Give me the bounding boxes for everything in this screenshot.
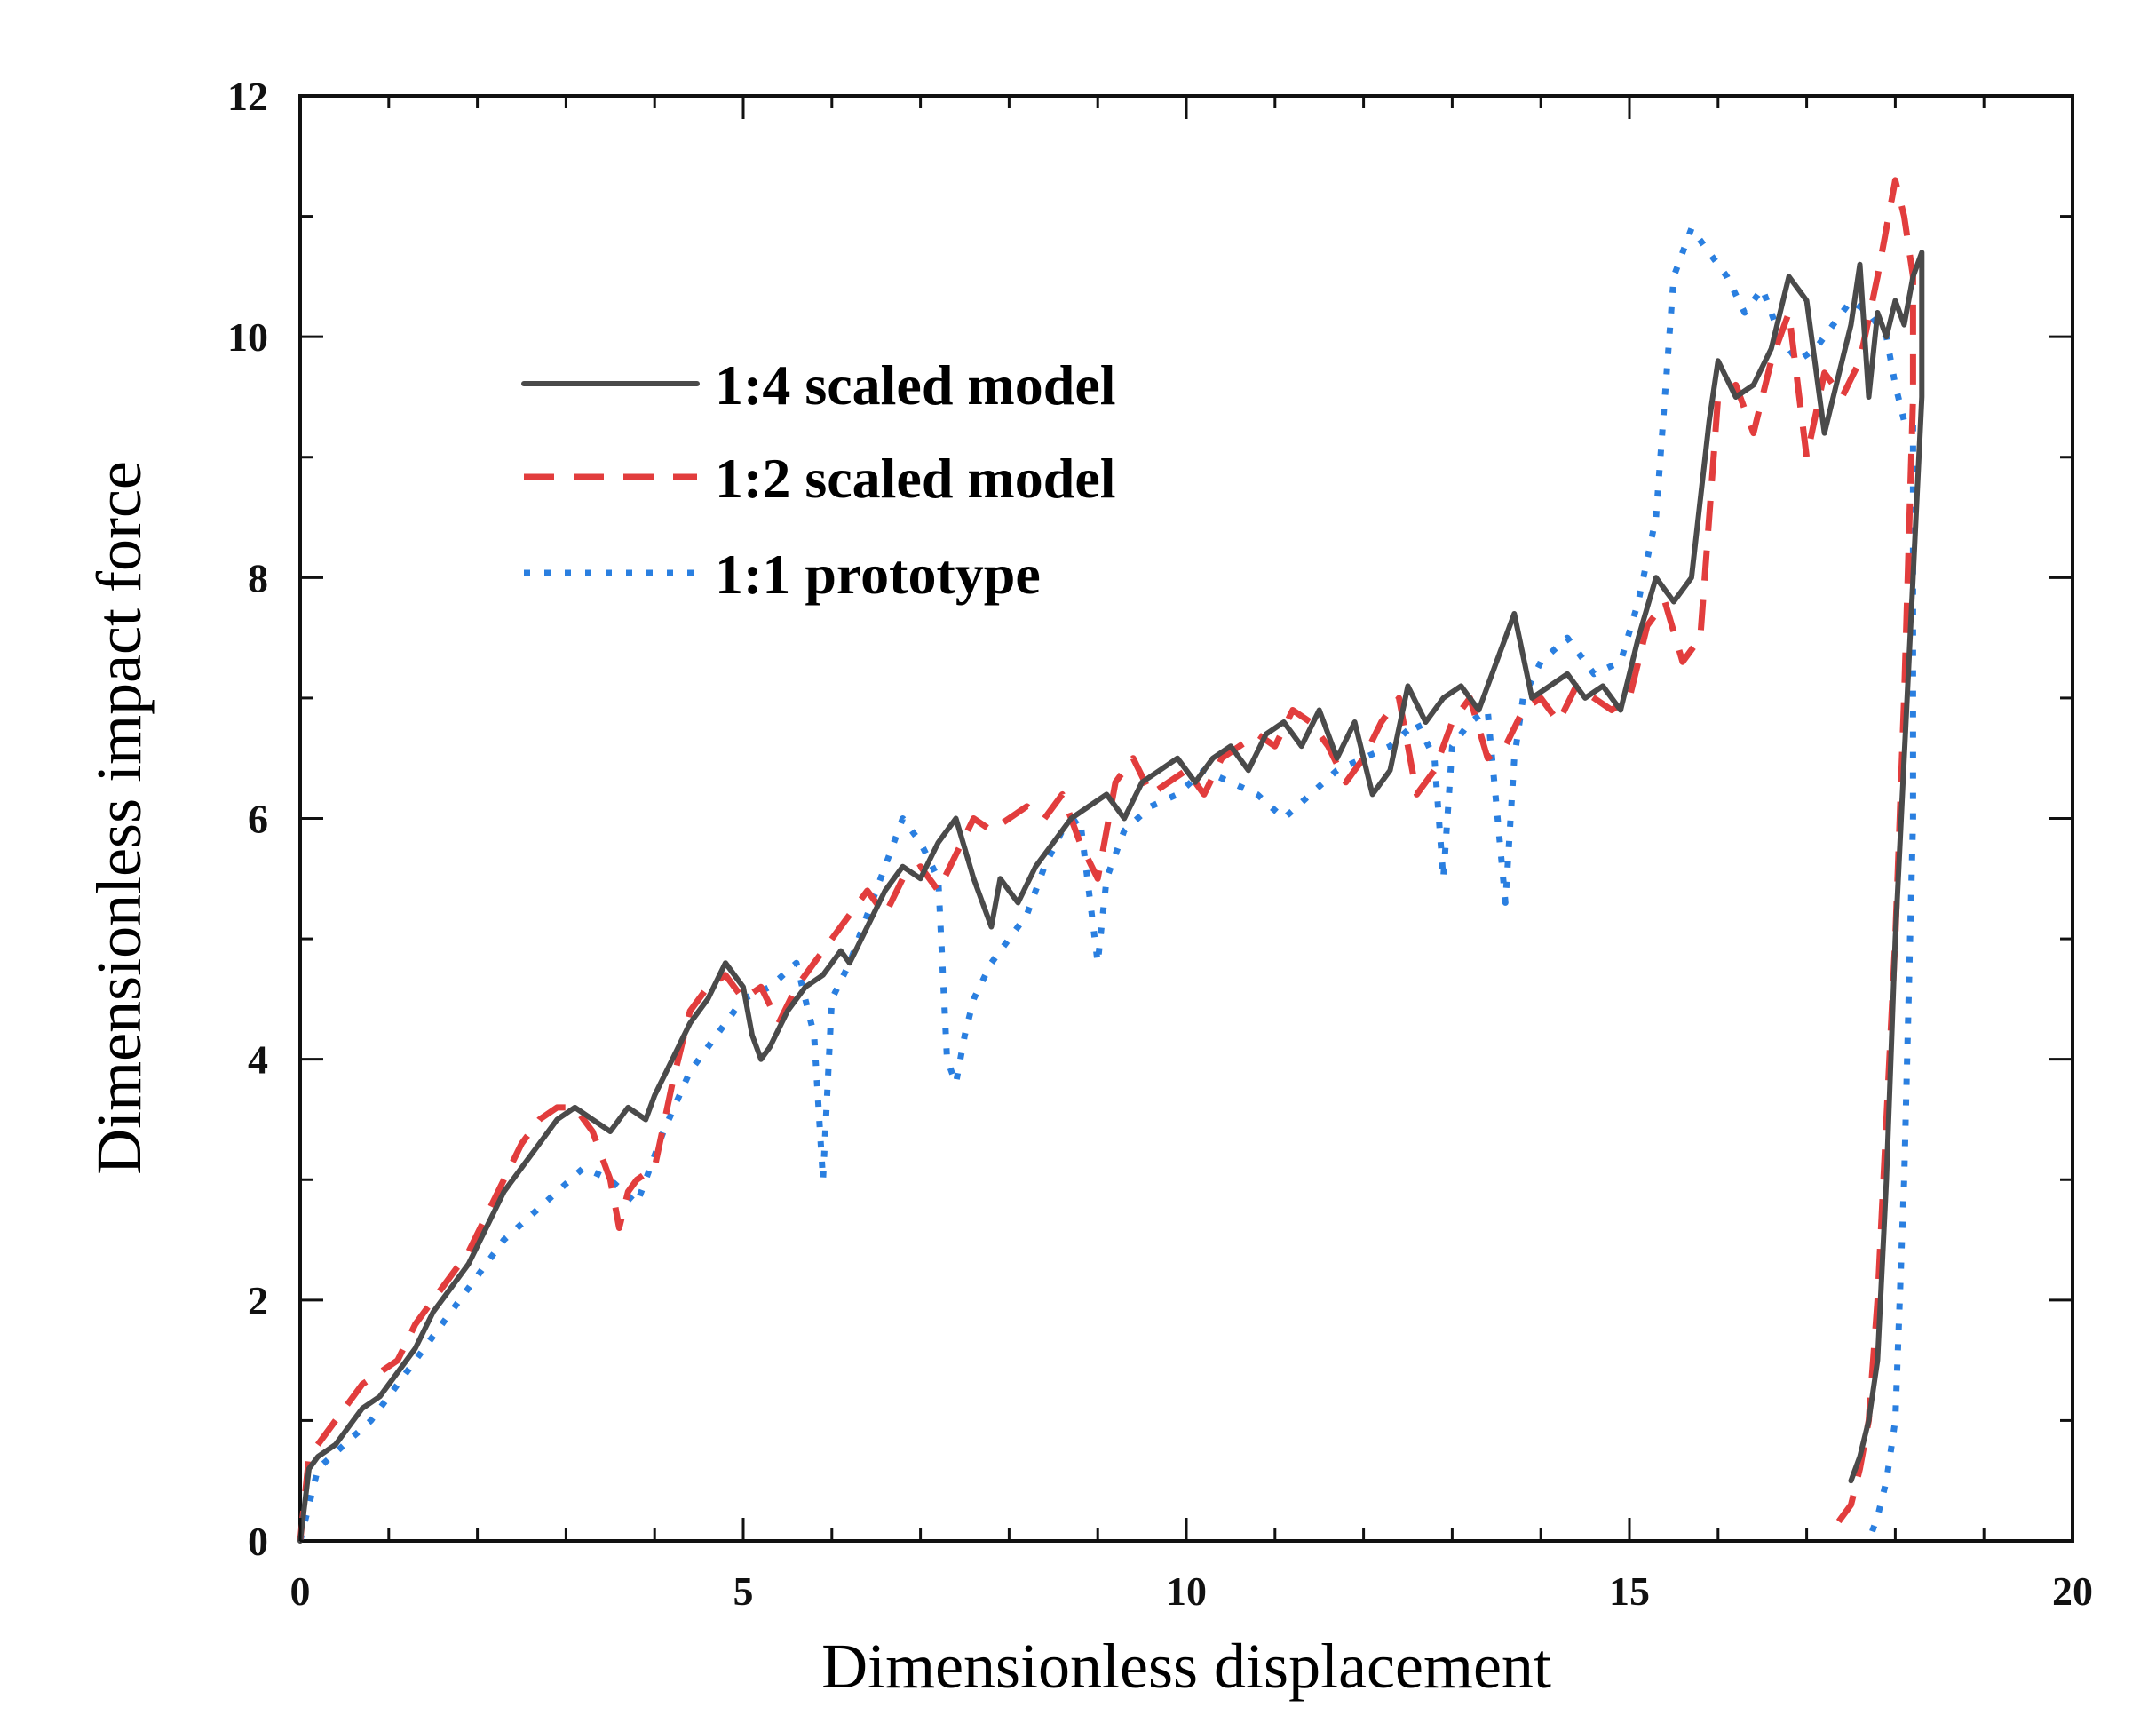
y-tick-label: 0 [248, 1519, 268, 1564]
legend-label-1-4-scaled-model: 1:4 scaled model [715, 353, 1116, 417]
legend: 1:4 scaled model 1:2 scaled model 1:1 pr… [521, 353, 1116, 606]
ticks-layer: 0 5 10 15 20 0 2 4 6 8 10 12 [227, 74, 2093, 1614]
y-tick-label: 10 [227, 314, 268, 360]
y-axis-title: Dimensionless impact force [83, 461, 155, 1175]
series-line-1-4-scaled-model [297, 250, 1925, 1544]
x-tick-label: 0 [290, 1568, 311, 1614]
y-tick-label: 2 [248, 1278, 268, 1323]
y-tick-label: 8 [248, 555, 268, 600]
series-line-1-1-prototype [297, 225, 1916, 1543]
x-axis-title: Dimensionless displacement [821, 1631, 1551, 1702]
legend-label-1-2-scaled-model: 1:2 scaled model [715, 447, 1116, 510]
x-tick-label: 10 [1166, 1568, 1207, 1614]
x-tick-label: 20 [2052, 1568, 2093, 1614]
x-tick-label: 15 [1609, 1568, 1650, 1614]
y-tick-label: 4 [248, 1037, 268, 1083]
legend-label-1-1-prototype: 1:1 prototype [715, 543, 1041, 606]
series-line-1-2-scaled-model [297, 177, 1916, 1542]
x-tick-label: 5 [733, 1568, 754, 1614]
y-tick-label: 6 [248, 797, 268, 842]
series-layer [297, 177, 1925, 1544]
y-tick-label: 12 [227, 74, 268, 119]
